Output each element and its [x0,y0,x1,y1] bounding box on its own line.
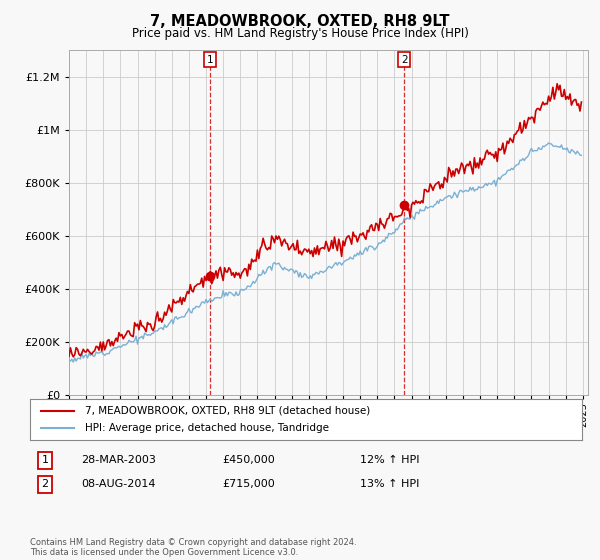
Text: 12% ↑ HPI: 12% ↑ HPI [360,455,419,465]
Text: 7, MEADOWBROOK, OXTED, RH8 9LT (detached house): 7, MEADOWBROOK, OXTED, RH8 9LT (detached… [85,405,370,416]
Text: 13% ↑ HPI: 13% ↑ HPI [360,479,419,489]
Text: 1: 1 [41,455,49,465]
Text: 2: 2 [401,55,407,64]
Text: £715,000: £715,000 [222,479,275,489]
Text: HPI: Average price, detached house, Tandridge: HPI: Average price, detached house, Tand… [85,423,329,433]
Text: Price paid vs. HM Land Registry's House Price Index (HPI): Price paid vs. HM Land Registry's House … [131,27,469,40]
Text: 08-AUG-2014: 08-AUG-2014 [81,479,155,489]
Text: Contains HM Land Registry data © Crown copyright and database right 2024.
This d: Contains HM Land Registry data © Crown c… [30,538,356,557]
Text: 1: 1 [206,55,213,64]
Text: 28-MAR-2003: 28-MAR-2003 [81,455,156,465]
Text: £450,000: £450,000 [222,455,275,465]
Text: 2: 2 [41,479,49,489]
Text: 7, MEADOWBROOK, OXTED, RH8 9LT: 7, MEADOWBROOK, OXTED, RH8 9LT [150,14,450,29]
